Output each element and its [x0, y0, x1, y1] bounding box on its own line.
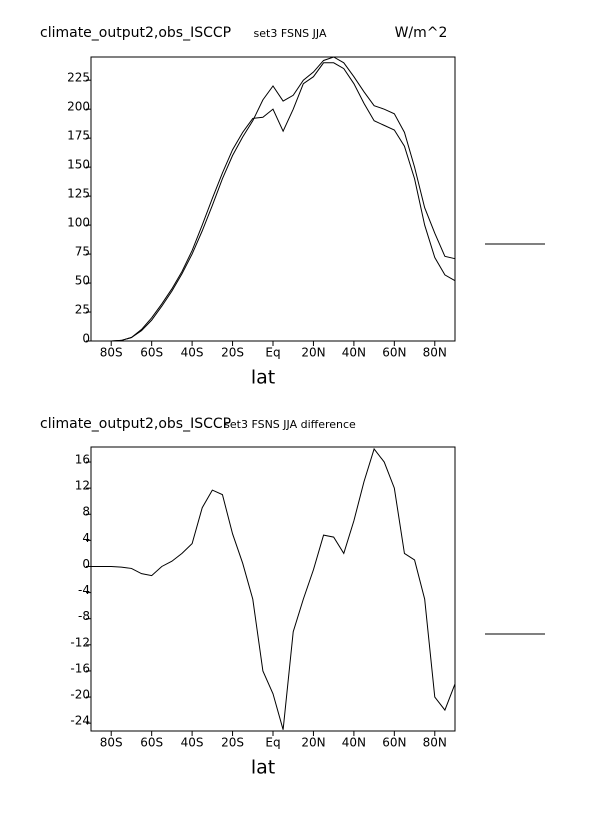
x-tick-label: 80S [100, 346, 123, 360]
x-tick-label: 80N [423, 346, 447, 360]
x-tick-label: 20N [301, 736, 325, 750]
y-tick-label: 0 [82, 557, 90, 571]
y-tick-label: 25 [75, 303, 90, 317]
y-tick-label: -8 [78, 609, 90, 623]
x-tick-label: Eq [265, 736, 280, 750]
data-line [91, 447, 456, 730]
y-tick-label: 150 [67, 158, 90, 172]
x-axis-label: lat [251, 367, 275, 389]
y-tick-label: 225 [67, 71, 90, 85]
x-tick-label: Eq [265, 346, 280, 360]
y-tick-label: 200 [67, 100, 90, 114]
x-tick-label: 20S [221, 346, 244, 360]
y-tick-label: 125 [67, 187, 90, 201]
y-tick-label: -12 [70, 635, 90, 649]
y-tick-label: 175 [67, 129, 90, 143]
chart-title: climate_output2,obs_ISCCP [40, 416, 231, 432]
plot-frame [90, 56, 456, 342]
x-tick-label: 60S [140, 736, 163, 750]
y-tick-label: 16 [75, 453, 90, 467]
x-tick-label: 20S [221, 736, 244, 750]
x-tick-label: 80S [100, 736, 123, 750]
x-tick-label: 60N [382, 346, 406, 360]
x-tick-label: 40N [342, 736, 366, 750]
y-tick-label: -20 [70, 688, 90, 702]
y-tick-label: 0 [82, 332, 90, 346]
y-tick-label: 8 [82, 505, 90, 519]
data-line [91, 62, 456, 342]
plot-frame [90, 446, 456, 732]
x-tick-label: 80N [423, 736, 447, 750]
y-tick-label: -24 [70, 714, 90, 728]
chart-subtitle: set3 FSNS JJA [254, 27, 327, 40]
units: W/m^2 [395, 25, 448, 41]
x-tick-label: 60N [382, 736, 406, 750]
x-tick-label: 40S [181, 736, 204, 750]
y-tick-label: -4 [78, 583, 90, 597]
x-tick-label: 40N [342, 346, 366, 360]
y-tick-label: 4 [82, 531, 90, 545]
x-axis-label: lat [251, 757, 275, 779]
y-tick-label: 75 [75, 245, 90, 259]
x-tick-label: 40S [181, 346, 204, 360]
chart-title: climate_output2,obs_ISCCP [40, 25, 231, 41]
y-tick-label: -16 [70, 661, 90, 675]
y-tick-label: 12 [75, 479, 90, 493]
x-tick-label: 60S [140, 346, 163, 360]
data-line [91, 56, 456, 342]
y-tick-label: 100 [67, 216, 90, 230]
y-tick-label: 50 [75, 274, 90, 288]
chart-subtitle: set3 FSNS JJA difference [224, 418, 356, 431]
x-tick-label: 20N [301, 346, 325, 360]
